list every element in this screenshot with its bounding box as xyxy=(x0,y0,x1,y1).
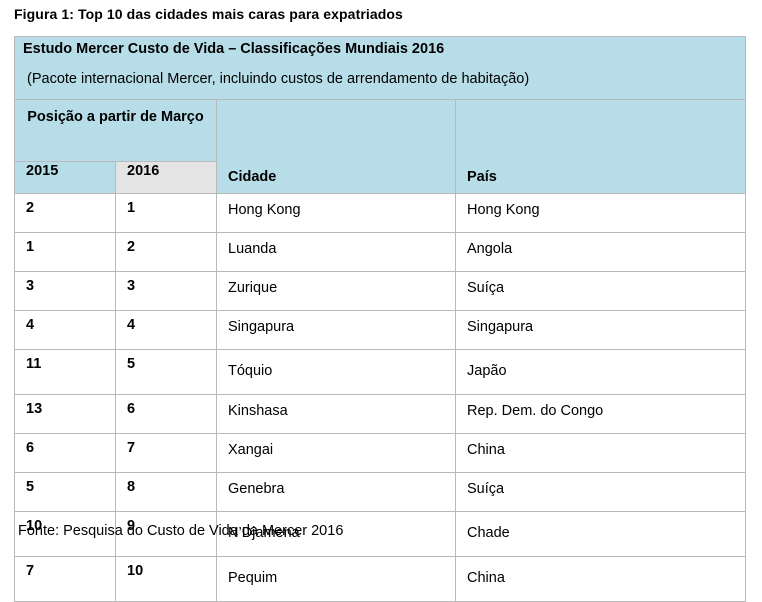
city-cell: Kinshasa xyxy=(216,394,456,434)
city-cell: Luanda xyxy=(216,232,456,272)
figure-caption: Figura 1: Top 10 das cidades mais caras … xyxy=(14,6,403,22)
rank-2015-cell: 1 xyxy=(14,232,116,272)
table-subtitle-row: (Pacote internacional Mercer, incluindo … xyxy=(13,69,747,100)
table-row: 13 6 Kinshasa Rep. Dem. do Congo xyxy=(14,394,747,434)
ranking-table: Estudo Mercer Custo de Vida – Classifica… xyxy=(13,36,747,602)
city-cell: Tóquio xyxy=(216,349,456,395)
country-header: País xyxy=(454,99,747,194)
country-cell: Chade xyxy=(454,511,747,557)
table-title-row: Estudo Mercer Custo de Vida – Classifica… xyxy=(13,36,747,69)
city-header: Cidade xyxy=(216,99,456,194)
country-cell: China xyxy=(454,433,747,473)
table-row: 1 2 Luanda Angola xyxy=(14,232,747,272)
rank-2016-cell: 5 xyxy=(115,349,217,395)
rank-2015-cell: 3 xyxy=(14,271,116,311)
city-cell: Hong Kong xyxy=(216,193,456,233)
country-cell: Singapura xyxy=(454,310,747,350)
table-row: 4 4 Singapura Singapura xyxy=(14,310,747,350)
rank-2015-cell: 2 xyxy=(14,193,116,233)
position-header: Posição a partir de Março xyxy=(14,99,217,162)
rank-2016-cell: 8 xyxy=(115,472,217,512)
table-row: 3 3 Zurique Suíça xyxy=(14,271,747,311)
country-cell: Angola xyxy=(454,232,747,272)
country-cell: Hong Kong xyxy=(454,193,747,233)
table-row: 7 10 Pequim China xyxy=(14,556,747,602)
table-body: 2 1 Hong Kong Hong Kong 1 2 Luanda Angola 3 3 Zuri… xyxy=(14,193,747,602)
rank-2015-cell: 13 xyxy=(14,394,116,434)
rank-2016-cell: 3 xyxy=(115,271,217,311)
city-cell: Genebra xyxy=(216,472,456,512)
rank-2016-cell: 7 xyxy=(115,433,217,473)
rank-2016-cell: 1 xyxy=(115,193,217,233)
country-cell: Suíça xyxy=(454,271,747,311)
city-cell: Pequim xyxy=(216,556,456,602)
rank-2015-cell: 5 xyxy=(14,472,116,512)
table-row: 11 5 Tóquio Japão xyxy=(14,349,747,395)
country-cell: Japão xyxy=(454,349,747,395)
country-cell: China xyxy=(454,556,747,602)
rank-2016-cell: 10 xyxy=(115,556,217,602)
city-cell: Singapura xyxy=(216,310,456,350)
city-cell: Zurique xyxy=(216,271,456,311)
country-cell: Rep. Dem. do Congo xyxy=(454,394,747,434)
year-2015-header: 2015 xyxy=(14,161,116,194)
rank-2016-cell: 4 xyxy=(115,310,217,350)
year-2016-header: 2016 xyxy=(115,161,217,194)
table-subtitle: (Pacote internacional Mercer, incluindo … xyxy=(13,69,747,100)
country-cell: Suíça xyxy=(454,472,747,512)
rank-2016-cell: 2 xyxy=(115,232,217,272)
rank-2015-cell: 11 xyxy=(14,349,116,395)
table-row: 2 1 Hong Kong Hong Kong xyxy=(14,193,747,233)
rank-2016-cell: 6 xyxy=(115,394,217,434)
table-row: 6 7 Xangai China xyxy=(14,433,747,473)
rank-2015-cell: 7 xyxy=(14,556,116,602)
source-footer: Fonte: Pesquisa do Custo de Vida da Merc… xyxy=(18,523,344,539)
city-cell: Xangai xyxy=(216,433,456,473)
rank-2015-cell: 4 xyxy=(14,310,116,350)
rank-2015-cell: 6 xyxy=(14,433,116,473)
header-row: Posição a partir de Março Cidade País xyxy=(14,99,747,194)
table-row: 5 8 Genebra Suíça xyxy=(14,472,747,512)
years-row: 2015 2016 xyxy=(14,161,746,194)
table-title: Estudo Mercer Custo de Vida – Classifica… xyxy=(13,36,747,69)
